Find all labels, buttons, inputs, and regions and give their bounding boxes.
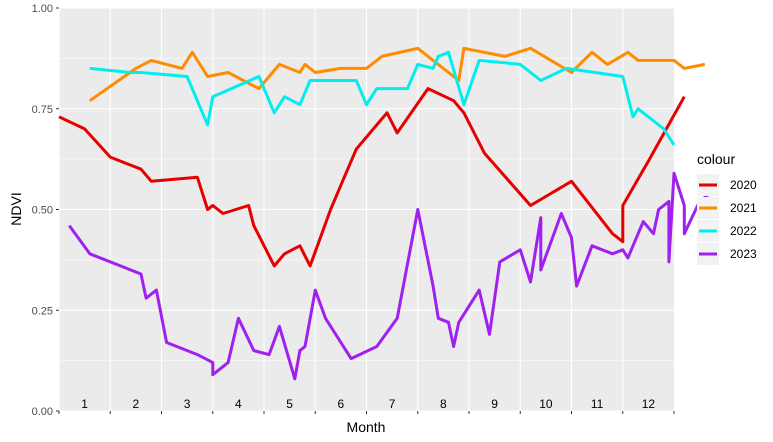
y-axis-ticks: 0.00 0.25 0.50 0.75 1.00 bbox=[32, 3, 59, 418]
month-label: 12 bbox=[642, 397, 656, 411]
legend: colour 2020 2021 2022 2023 bbox=[697, 151, 757, 265]
month-label: 6 bbox=[338, 397, 345, 411]
month-label: 10 bbox=[539, 397, 553, 411]
legend-label-2020: 2020 bbox=[730, 178, 757, 192]
y-tick-label: 0.75 bbox=[32, 104, 53, 116]
y-axis-title: NDVI bbox=[8, 192, 24, 225]
y-tick-label: 0.50 bbox=[32, 205, 53, 217]
month-label: 1 bbox=[81, 397, 88, 411]
y-tick-label: 0.00 bbox=[32, 406, 53, 418]
month-label: 4 bbox=[235, 397, 242, 411]
series-lines bbox=[58, 46, 711, 381]
month-label: 8 bbox=[440, 397, 447, 411]
y-tick-label: 0.25 bbox=[32, 305, 53, 317]
x-axis-title: Month bbox=[347, 419, 386, 435]
month-label: 11 bbox=[591, 397, 604, 411]
series-line-2021 bbox=[88, 46, 706, 102]
month-label: 7 bbox=[389, 397, 396, 411]
month-label: 3 bbox=[184, 397, 191, 411]
month-labels: 1 2 3 4 5 6 7 8 9 10 11 12 bbox=[81, 397, 655, 411]
x-axis-ticks bbox=[58, 411, 675, 414]
legend-label-2022: 2022 bbox=[730, 224, 757, 238]
series-line-2023 bbox=[68, 171, 711, 381]
month-label: 2 bbox=[133, 397, 140, 411]
series-line-2020 bbox=[58, 87, 686, 268]
series-line-2022 bbox=[89, 50, 676, 146]
y-tick-label: 1.00 bbox=[32, 3, 53, 15]
month-label: 9 bbox=[491, 397, 498, 411]
legend-label-2021: 2021 bbox=[730, 201, 757, 215]
month-label: 5 bbox=[286, 397, 293, 411]
legend-label-2023: 2023 bbox=[730, 247, 757, 261]
legend-title: colour bbox=[697, 151, 735, 167]
